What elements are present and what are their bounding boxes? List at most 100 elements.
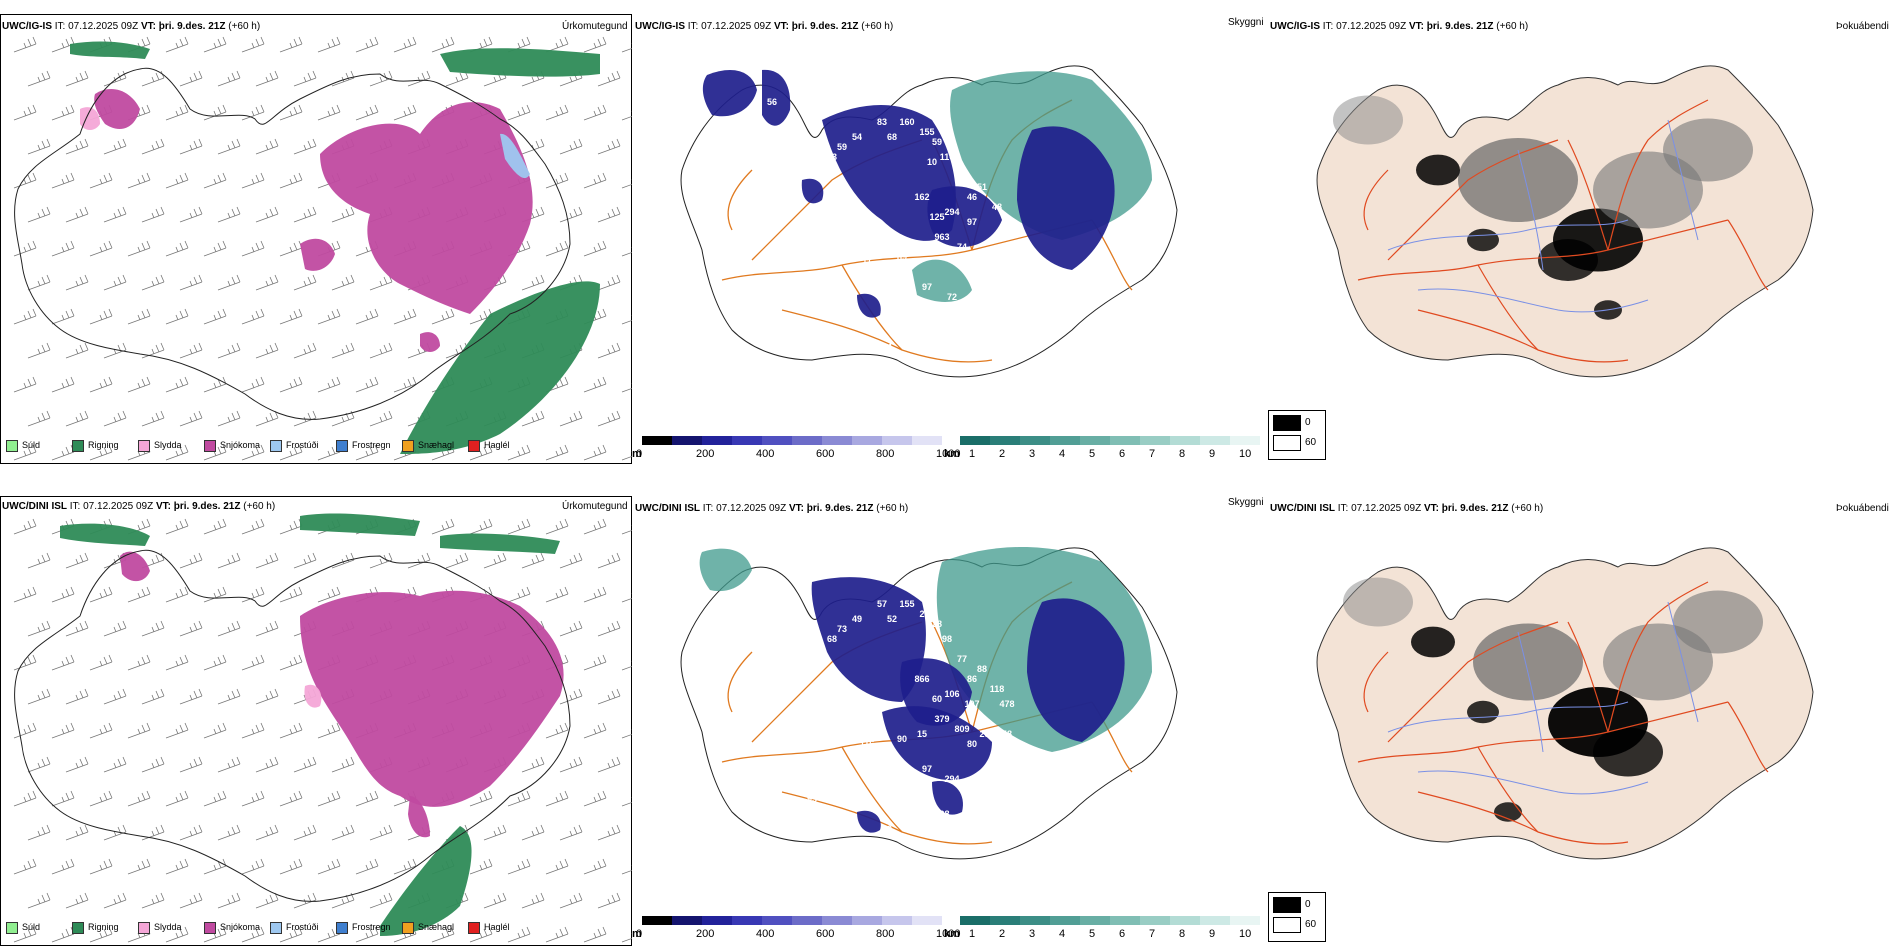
colorbar-tick: 200 (696, 448, 715, 460)
fog-legend-swatch (1273, 917, 1301, 933)
wind-barb (241, 654, 265, 671)
wind-barb (331, 70, 355, 87)
wind-barb (279, 172, 303, 189)
visibility-label: 194 (974, 794, 989, 804)
wind-barb (217, 756, 241, 773)
wind-barb (165, 376, 189, 393)
legend-swatch (6, 439, 18, 452)
wind-barb (51, 172, 75, 189)
precip-title-top: Úrkomutegund (562, 21, 628, 32)
road-line (1567, 621, 1609, 733)
legend-label: Snjókoma (220, 440, 261, 450)
precip-area (500, 133, 530, 179)
visibility-label: 48 (992, 202, 1002, 212)
wind-barb (255, 552, 279, 569)
wind-barb (507, 518, 531, 535)
wind-barb (217, 70, 241, 87)
wind-barb (583, 308, 607, 325)
wind-barb (293, 70, 317, 87)
wind-barb (545, 790, 569, 807)
wind-barb (317, 790, 341, 807)
vt-label: VT: (140, 21, 156, 32)
road-line (1477, 264, 1539, 351)
visibility-label: 125 (929, 212, 944, 222)
fog-legend-bottom: 0 60 (1268, 892, 1326, 942)
wind-barb (331, 274, 355, 291)
wind-barb (293, 342, 317, 359)
wind-barb (51, 376, 75, 393)
wind-barb (13, 518, 37, 535)
wind-barb (279, 654, 303, 671)
wind-barb (165, 722, 189, 739)
wind-barb (65, 70, 89, 87)
wind-barb (127, 654, 151, 671)
wind-barb (217, 824, 241, 841)
legend-item: Slydda (138, 438, 182, 452)
fog-area (1416, 154, 1460, 186)
precip-type-map-top (0, 14, 632, 464)
visibility-label: 63 (737, 127, 747, 137)
wind-barb (331, 342, 355, 359)
visibility-label: 60 (772, 202, 782, 212)
wind-barb (141, 206, 165, 223)
colorbar-tick: 800 (876, 928, 895, 940)
fog-legend-label: 0 (1305, 899, 1311, 910)
wind-barb (279, 36, 303, 53)
colorbar-swatch (1200, 436, 1231, 445)
wind-barb (217, 342, 241, 359)
colorbar-swatch (990, 916, 1021, 925)
road-line (1477, 746, 1539, 833)
visibility-label: 170 (999, 297, 1014, 307)
wind-barb (217, 892, 241, 909)
wind-barb (469, 790, 493, 807)
visibility-label: 92 (917, 247, 927, 257)
wind-barb (203, 172, 227, 189)
wind-barb (241, 36, 265, 53)
colorbar-swatch (672, 436, 703, 445)
colorbar-tick: 6 (1119, 928, 1126, 940)
wind-barb (165, 518, 189, 535)
wind-barb (65, 552, 89, 569)
precip-area (120, 551, 150, 582)
wind-barb (103, 756, 127, 773)
legend-item: Frostúði (270, 920, 319, 934)
wind-barb (279, 444, 303, 461)
visibility-label: 44 (882, 342, 892, 352)
wind-barb (127, 858, 151, 875)
wind-barb (369, 274, 393, 291)
legend-swatch (6, 921, 18, 934)
visibility-label: 83 (877, 117, 887, 127)
visibility-label: 77 (957, 654, 967, 664)
fog-map-bottom (1316, 547, 1814, 860)
wind-barb (431, 308, 455, 325)
visibility-label: 43 (787, 689, 797, 699)
legend-item: Haglél (468, 920, 510, 934)
wind-barb (469, 444, 493, 461)
colorbar-swatch (1020, 436, 1051, 445)
wind-barb (13, 790, 37, 807)
fog-legend-swatch (1273, 415, 1301, 431)
wind-barb (393, 104, 417, 121)
wind-barb (559, 410, 583, 427)
wind-barb (597, 824, 621, 841)
colorbar-swatch (960, 436, 991, 445)
colorbar-tick: 1000 (936, 928, 961, 940)
colorbar-tick: 9 (1209, 928, 1216, 940)
wind-barb (179, 552, 203, 569)
colorbar-unit: km (944, 448, 960, 460)
wind-barb (141, 756, 165, 773)
wind-barb (127, 172, 151, 189)
wind-barb (597, 138, 621, 155)
wind-barb (469, 36, 493, 53)
colorbar-swatch (1080, 436, 1111, 445)
wind-barb (165, 36, 189, 53)
wind-barb (369, 824, 393, 841)
wind-barb (521, 274, 545, 291)
wind-barb (203, 926, 227, 943)
wind-barb (103, 206, 127, 223)
wind-barb (521, 552, 545, 569)
wind-barb (103, 274, 127, 291)
precip-area (60, 523, 150, 546)
visibility-label: 286 (999, 779, 1014, 789)
lead-time: (+60 h) (243, 501, 276, 512)
